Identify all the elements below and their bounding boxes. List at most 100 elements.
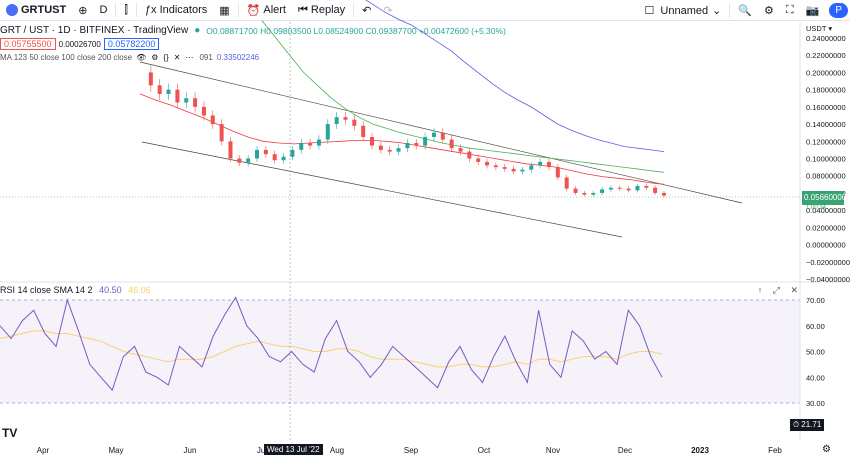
- candle-body: [546, 161, 551, 168]
- candle-body: [405, 143, 410, 149]
- candle-body: [361, 125, 366, 137]
- ma-value-1: 091: [199, 53, 213, 62]
- symbol-search-button[interactable]: GRTUST: [0, 0, 72, 21]
- candle-body: [414, 143, 419, 146]
- candle-body: [538, 161, 543, 166]
- snapshot-button[interactable]: 📷: [800, 0, 826, 21]
- candles-icon: ⫿: [124, 3, 128, 16]
- candle-body: [476, 158, 481, 162]
- time-axis-settings[interactable]: ⚙: [822, 444, 831, 455]
- redo-button[interactable]: ↷: [377, 0, 398, 21]
- candle-body: [608, 187, 613, 190]
- candle-body: [485, 161, 490, 166]
- candle-body: [148, 72, 153, 86]
- countdown-label: 1:00:34: [806, 205, 827, 211]
- legend-title: GRT / UST · 1D · BITFINEX · TradingView: [0, 25, 189, 36]
- rsi-axis-label: 30.00: [806, 399, 825, 408]
- undo-button[interactable]: ↶: [356, 0, 377, 21]
- price-axis-label: 0.16000000: [806, 103, 846, 112]
- candle-body: [511, 168, 516, 172]
- ma-legend: MA 123 50 close 100 close 200 close 👁 ⚙ …: [0, 53, 259, 62]
- candle-body: [193, 98, 198, 107]
- camera-icon: 📷: [805, 5, 820, 17]
- source-code-icon[interactable]: {}: [163, 53, 169, 62]
- interval-button[interactable]: D: [99, 4, 108, 16]
- time-axis-label: Nov: [546, 446, 560, 455]
- replay-icon: ⏮: [298, 3, 308, 16]
- candle-body: [325, 124, 330, 140]
- price-axis-label: 0.02000000: [806, 223, 846, 232]
- legend-ohlc: O0.08871700 H0.09803500 L0.08524900 C0.0…: [206, 25, 506, 36]
- ma-value-2: 0.33502246: [216, 53, 260, 62]
- rsi-value-tag: ⏱ 21.71: [790, 419, 825, 431]
- time-axis-label: Dec: [618, 446, 632, 455]
- move-up-icon[interactable]: ↑: [757, 285, 763, 295]
- search-button[interactable]: 🔍: [732, 0, 758, 21]
- price-axis-label: 0.20000000: [806, 68, 846, 77]
- candle-body: [502, 167, 507, 169]
- ma100-line: [261, 20, 665, 173]
- bid-box[interactable]: 0.05755500: [0, 38, 56, 50]
- candle-body: [334, 117, 339, 125]
- currency-selector[interactable]: USDT ▾: [806, 24, 833, 33]
- collapse-icon[interactable]: ⤢: [772, 285, 780, 295]
- candle-body: [396, 148, 401, 152]
- last-price-tag: 0.05660000: [802, 191, 846, 205]
- price-axis-label: 0.12000000: [806, 137, 846, 146]
- candle-body: [210, 115, 215, 125]
- layout-button[interactable]: ☐ Unnamed ⌄: [644, 4, 722, 18]
- settings-button[interactable]: ⚙: [758, 0, 780, 21]
- more-icon[interactable]: ⋯: [185, 53, 194, 62]
- chart-type-button[interactable]: ⫿: [118, 0, 134, 21]
- candle-body: [157, 85, 162, 94]
- price-axis-label: 0.10000000: [806, 155, 846, 164]
- tradingview-logo[interactable]: TV: [2, 426, 18, 440]
- candle-body: [493, 165, 498, 168]
- channel-upper-line: [139, 61, 743, 204]
- alert-button[interactable]: ⏰ Alert: [246, 4, 286, 17]
- rsi-sma-value: 46.06: [128, 285, 151, 295]
- time-axis-label: Sep: [404, 446, 419, 455]
- market-status-dot: ●: [194, 25, 201, 36]
- alarm-icon: ⏰: [246, 4, 261, 17]
- replay-button[interactable]: ⏮ Replay: [298, 3, 346, 17]
- candle-body: [387, 149, 392, 152]
- candle-body: [378, 145, 383, 150]
- close-icon[interactable]: ✕: [790, 285, 798, 295]
- channel-lower-line: [141, 141, 623, 238]
- rsi-axis-label: 50.00: [806, 348, 825, 357]
- pane-controls: ↑ ⤢ ✕: [758, 285, 798, 296]
- time-axis-label: Oct: [478, 446, 491, 455]
- candle-body: [299, 143, 304, 150]
- candle-body: [555, 167, 560, 178]
- spread-value: 0.00026700: [58, 39, 101, 49]
- candle-body: [228, 141, 233, 159]
- candle-body: [635, 186, 640, 191]
- candle-body: [255, 149, 260, 159]
- chevron-down-icon: ⌄: [712, 5, 722, 17]
- candle-body: [246, 158, 251, 163]
- time-axis-label: 2023: [691, 446, 709, 455]
- ma50-line: [139, 93, 665, 185]
- settings-icon[interactable]: ⚙: [151, 53, 159, 62]
- candle-body: [290, 149, 295, 157]
- publish-button[interactable]: P: [829, 3, 848, 18]
- candle-body: [219, 124, 224, 142]
- price-axis-label: 0.18000000: [806, 86, 846, 95]
- rsi-legend: RSI 14 close SMA 14 2 40.50 46.06: [0, 285, 151, 295]
- indicators-button[interactable]: ƒx Indicators: [144, 4, 208, 16]
- price-axis-label: 0.00000000: [806, 241, 846, 250]
- templates-button[interactable]: ▦: [213, 0, 235, 21]
- candle-body: [458, 148, 463, 152]
- fullscreen-button[interactable]: ⛶: [780, 0, 800, 21]
- indicators-icon: ƒx: [144, 4, 157, 16]
- undo-icon: ↶: [362, 4, 372, 17]
- add-symbol-button[interactable]: ⊕: [72, 0, 93, 21]
- candle-body: [343, 117, 348, 120]
- visibility-icon[interactable]: 👁: [136, 53, 147, 62]
- ask-box[interactable]: 0.05782200: [103, 38, 160, 50]
- candle-body: [166, 89, 171, 94]
- grid-icon: ▦: [219, 4, 230, 17]
- close-icon[interactable]: ✕: [173, 53, 181, 62]
